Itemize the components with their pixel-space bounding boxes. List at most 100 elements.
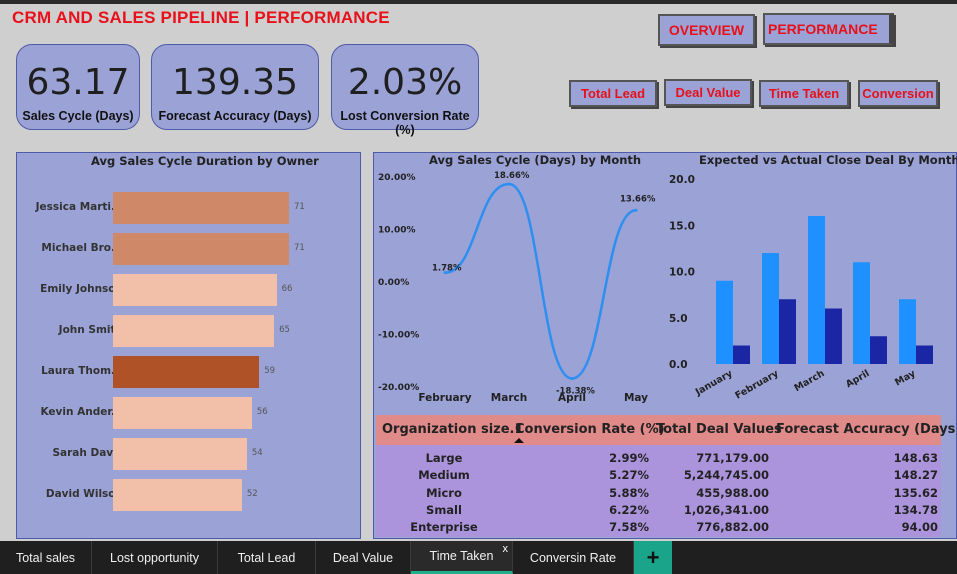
bar-mark[interactable] <box>762 253 779 364</box>
kpi-value: 2.03% <box>347 62 463 103</box>
owner-name-label: John Smith <box>58 324 123 336</box>
line-point[interactable] <box>570 376 574 380</box>
tab-deal-value[interactable]: Deal Value <box>316 541 411 574</box>
table-row[interactable]: Enterprise 7.58% 776,882.00 94.00 <box>376 518 941 535</box>
owner-bar-row[interactable]: David Wilson 52 <box>17 479 357 511</box>
owner-bar-row[interactable]: Michael Bro... 71 <box>17 233 357 265</box>
filter-time-taken-button[interactable]: Time Taken <box>759 80 849 107</box>
owner-bar[interactable] <box>113 315 275 347</box>
line-series[interactable] <box>444 182 637 380</box>
kpi-value: 139.35 <box>172 62 298 103</box>
line-data-label: 1.78% <box>432 264 462 274</box>
col-header-forecast-accuracy[interactable]: Forecast Accuracy (Days) <box>776 422 957 437</box>
bar-x-tick-label: February <box>733 368 781 402</box>
table-cell: 148.63 <box>893 451 938 465</box>
add-page-icon[interactable]: + <box>634 541 672 574</box>
bar-chart-title: Expected vs Actual Close Deal By Month <box>699 153 957 167</box>
line-x-tick-label: April <box>558 392 586 404</box>
owner-name-label: Kevin Ander... <box>40 406 123 418</box>
close-icon[interactable]: x <box>502 543 509 555</box>
owner-bar[interactable] <box>113 356 260 388</box>
table-cell: 148.27 <box>893 468 938 483</box>
table-row[interactable]: Large 2.99% 771,179.00 148.63 <box>376 449 941 466</box>
table-cell: 455,988.00 <box>696 485 769 500</box>
owner-bar-row[interactable]: Jessica Marti... 71 <box>17 192 357 224</box>
table-cell: Small <box>426 502 462 517</box>
line-y-tick-label: 10.00% <box>378 226 416 236</box>
line-y-tick-label: 20.00% <box>378 173 416 183</box>
owner-bar-value-label: 71 <box>294 202 305 212</box>
bar-x-tick-label: March <box>792 368 826 394</box>
table-cell: Micro <box>426 485 462 500</box>
table-row[interactable]: Small 6.22% 1,026,341.00 134.78 <box>376 501 941 518</box>
col-header-org-size[interactable]: Organization size.1 <box>382 422 524 437</box>
bar-mark[interactable] <box>870 336 887 364</box>
owner-bar-value-label: 54 <box>251 448 263 458</box>
line-chart-title: Avg Sales Cycle (Days) by Month <box>429 153 642 167</box>
owner-bar-row[interactable]: John Smith 65 <box>17 315 357 347</box>
owner-bar-row[interactable]: Kevin Ander... 56 <box>17 397 357 429</box>
line-x-tick-label: May <box>624 392 648 404</box>
tab-total-sales[interactable]: Total sales <box>0 541 92 574</box>
owner-bar-row[interactable]: Emily Johnson 66 <box>17 274 357 306</box>
owner-bar[interactable] <box>113 438 247 470</box>
top-bar <box>0 0 957 4</box>
col-header-total-deal-values[interactable]: Total Deal Values <box>656 422 782 437</box>
bar-mark[interactable] <box>733 345 750 365</box>
line-data-label: -18.38% <box>556 386 595 396</box>
table-cell: 7.58% <box>609 520 649 535</box>
owner-bar-value-label: 52 <box>246 489 258 499</box>
bar-mark[interactable] <box>716 280 733 364</box>
filter-deal-value-button[interactable]: Deal Value <box>664 79 752 106</box>
bar-x-tick-label: January <box>693 368 735 399</box>
table-cell: 134.78 <box>893 502 938 517</box>
kpi-sales-cycle-card: 63.17 Sales Cycle (Days) <box>16 44 140 130</box>
tab-lost-opportunity[interactable]: Lost opportunity <box>92 541 218 574</box>
bar-x-tick-label: May <box>893 368 918 389</box>
filter-conversion-button[interactable]: Conversion <box>858 80 938 107</box>
line-point[interactable] <box>634 208 638 212</box>
bar-mark[interactable] <box>899 299 916 364</box>
owner-bar-value-label: 65 <box>279 325 290 335</box>
bar-mark[interactable] <box>853 262 870 364</box>
owner-bar[interactable] <box>113 192 289 224</box>
bar-mark[interactable] <box>916 345 933 365</box>
performance-button[interactable]: PERFORMANCE <box>763 13 894 45</box>
owner-bar[interactable] <box>113 397 252 429</box>
tab-conversin-rate[interactable]: Conversin Rate <box>513 541 634 574</box>
bar-mark[interactable] <box>808 216 825 364</box>
overview-button[interactable]: OVERVIEW <box>658 14 755 46</box>
line-y-tick-label: -20.00% <box>378 383 419 393</box>
owner-name-label: Sarah Davis <box>52 447 123 459</box>
owner-bar[interactable] <box>113 274 277 306</box>
owner-chart-panel: Avg Sales Cycle Duration by Owner Jessic… <box>16 152 361 539</box>
sort-ascending-icon[interactable] <box>514 437 524 444</box>
line-y-tick-label: -10.00% <box>378 331 419 341</box>
owner-bar-row[interactable]: Laura Thom... 59 <box>17 356 357 388</box>
page-title: CRM AND SALES PIPELINE | PERFORMANCE <box>12 8 390 27</box>
owner-name-label: David Wilson <box>45 488 123 500</box>
bar-mark[interactable] <box>779 299 796 364</box>
owner-bar[interactable] <box>113 233 289 265</box>
table-body: Large 2.99% 771,179.00 148.63 Medium 5.27% 5,2… <box>376 445 941 537</box>
filter-total-lead-button[interactable]: Total Lead <box>569 80 657 107</box>
table-cell: 94.00 <box>901 520 938 535</box>
col-header-conversion-rate[interactable]: Conversion Rate (%) <box>515 422 665 437</box>
owner-bar-row[interactable]: Sarah Davis 54 <box>17 438 357 470</box>
bar-mark[interactable] <box>825 308 842 365</box>
line-point[interactable] <box>443 271 447 275</box>
owner-bar[interactable] <box>113 479 242 511</box>
line-point[interactable] <box>507 182 511 186</box>
bar-x-tick-label: April <box>844 368 871 390</box>
tab-label: Time Taken <box>429 549 494 563</box>
line-chart: 20.00% 10.00% 0.00% -10.00% -20.00% 1.78% 18.6… <box>378 171 656 404</box>
table-row[interactable]: Medium 5.27% 5,244,745.00 148.27 <box>376 466 941 483</box>
owner-name-label: Laura Thom... <box>41 365 123 377</box>
tab-total-lead[interactable]: Total Lead <box>218 541 316 574</box>
owner-bar-value-label: 71 <box>294 243 305 253</box>
table-row[interactable]: Micro 5.88% 455,988.00 135.62 <box>376 484 941 501</box>
tab-time-taken[interactable]: Time Taken x <box>411 541 513 574</box>
table-header: Organization size.1 Conversion Rate (%) … <box>376 415 957 445</box>
table-cell: Enterprise <box>410 520 478 535</box>
